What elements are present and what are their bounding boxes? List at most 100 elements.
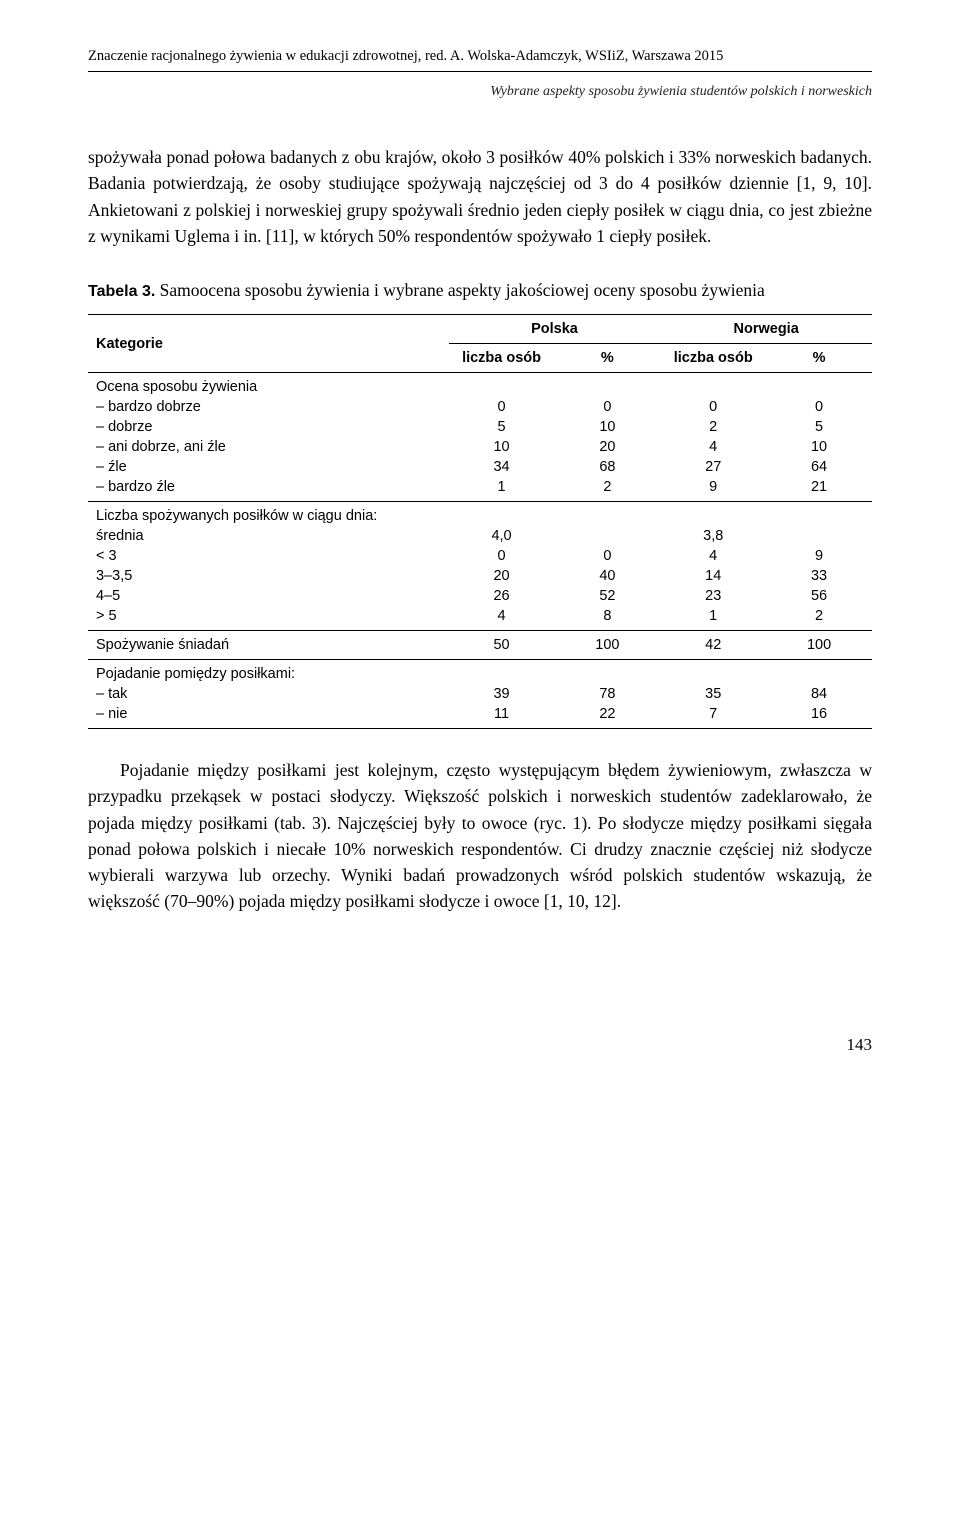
row-value: 5 (449, 417, 555, 437)
row-label: – tak (88, 684, 449, 704)
row-value: 0 (766, 397, 872, 417)
row-label: 4–5 (88, 586, 449, 606)
row-value: 26 (449, 586, 555, 606)
row-value: 39 (449, 684, 555, 704)
paragraph-2: Pojadanie między posiłkami jest kolejnym… (88, 757, 872, 915)
row-value: 23 (660, 586, 766, 606)
col-norwegia: Norwegia (660, 315, 872, 344)
empty-cell (766, 660, 872, 685)
row-value: 2 (660, 417, 766, 437)
row-value: 22 (554, 704, 660, 729)
data-table: Kategorie Polska Norwegia liczba osób % … (88, 314, 872, 729)
table-row: > 54812 (88, 606, 872, 631)
row-value: 21 (766, 477, 872, 502)
row-value: 10 (554, 417, 660, 437)
row-value: 64 (766, 457, 872, 477)
row-value: 3,8 (660, 526, 766, 546)
table-row: – bardzo dobrze0000 (88, 397, 872, 417)
row-value: 100 (554, 631, 660, 660)
empty-cell (554, 373, 660, 398)
table-row: < 30049 (88, 546, 872, 566)
table-row: – tak39783584 (88, 684, 872, 704)
row-value: 42 (660, 631, 766, 660)
header-rule (88, 71, 872, 72)
col-pl-n: liczba osób (449, 344, 555, 373)
row-value: 34 (449, 457, 555, 477)
row-value: 10 (766, 437, 872, 457)
row-value: 1 (660, 606, 766, 631)
table-body: Ocena sposobu żywienia– bardzo dobrze000… (88, 373, 872, 729)
table-row: Spożywanie śniadań5010042100 (88, 631, 872, 660)
table-label: Tabela 3. (88, 283, 155, 300)
empty-cell (554, 660, 660, 685)
table-row: – ani dobrze, ani źle1020410 (88, 437, 872, 457)
row-value: 68 (554, 457, 660, 477)
table-head: Kategorie Polska Norwegia liczba osób % … (88, 315, 872, 373)
row-value: 50 (449, 631, 555, 660)
row-value: 52 (554, 586, 660, 606)
row-value: 27 (660, 457, 766, 477)
empty-cell (660, 660, 766, 685)
row-value: 4 (660, 437, 766, 457)
row-value: 0 (554, 546, 660, 566)
row-label: – dobrze (88, 417, 449, 437)
row-value: 1 (449, 477, 555, 502)
empty-cell (449, 373, 555, 398)
row-value: 10 (449, 437, 555, 457)
empty-cell (766, 373, 872, 398)
row-label: – źle (88, 457, 449, 477)
row-value: 9 (766, 546, 872, 566)
running-title: Wybrane aspekty sposobu żywienia student… (88, 84, 872, 100)
row-value: 40 (554, 566, 660, 586)
empty-cell (449, 660, 555, 685)
row-value: 7 (660, 704, 766, 729)
row-value: 11 (449, 704, 555, 729)
table-section-title: Liczba spożywanych posiłków w ciągu dnia… (88, 502, 872, 527)
col-polska: Polska (449, 315, 661, 344)
table-row: – nie1122716 (88, 704, 872, 729)
row-value: 16 (766, 704, 872, 729)
row-label: < 3 (88, 546, 449, 566)
table-row: – bardzo źle12921 (88, 477, 872, 502)
row-label: – ani dobrze, ani źle (88, 437, 449, 457)
row-label: – bardzo dobrze (88, 397, 449, 417)
row-value: 2 (766, 606, 872, 631)
section-title-cell: Ocena sposobu żywienia (88, 373, 449, 398)
table-row: – źle34682764 (88, 457, 872, 477)
row-value: 0 (449, 397, 555, 417)
row-value: 5 (766, 417, 872, 437)
header-citation: Znaczenie racjonalnego żywienia w edukac… (88, 48, 872, 65)
paragraph-1: spożywała ponad połowa badanych z obu kr… (88, 144, 872, 249)
empty-cell (554, 502, 660, 527)
col-kategorie: Kategorie (88, 315, 449, 373)
row-label: średnia (88, 526, 449, 546)
row-value: 78 (554, 684, 660, 704)
row-value: 14 (660, 566, 766, 586)
row-label: > 5 (88, 606, 449, 631)
row-value: 4 (449, 606, 555, 631)
row-value: 33 (766, 566, 872, 586)
col-no-pct: % (766, 344, 872, 373)
row-value: 4,0 (449, 526, 555, 546)
row-value: 9 (660, 477, 766, 502)
row-value: 35 (660, 684, 766, 704)
page-number: 143 (88, 1035, 872, 1055)
empty-cell (766, 502, 872, 527)
row-value: 0 (660, 397, 766, 417)
row-value: 2 (554, 477, 660, 502)
table-section-title: Pojadanie pomiędzy posiłkami: (88, 660, 872, 685)
row-value: 8 (554, 606, 660, 631)
row-value: 0 (449, 546, 555, 566)
row-value: 20 (554, 437, 660, 457)
table-caption: Tabela 3. Samoocena sposobu żywienia i w… (88, 277, 872, 304)
page: Znaczenie racjonalnego żywienia w edukac… (0, 0, 960, 1103)
col-no-n: liczba osób (660, 344, 766, 373)
col-pl-pct: % (554, 344, 660, 373)
row-label: – bardzo źle (88, 477, 449, 502)
row-label: – nie (88, 704, 449, 729)
table-row: 4–526522356 (88, 586, 872, 606)
row-value: 84 (766, 684, 872, 704)
row-value: 100 (766, 631, 872, 660)
empty-cell (660, 373, 766, 398)
row-value: 20 (449, 566, 555, 586)
